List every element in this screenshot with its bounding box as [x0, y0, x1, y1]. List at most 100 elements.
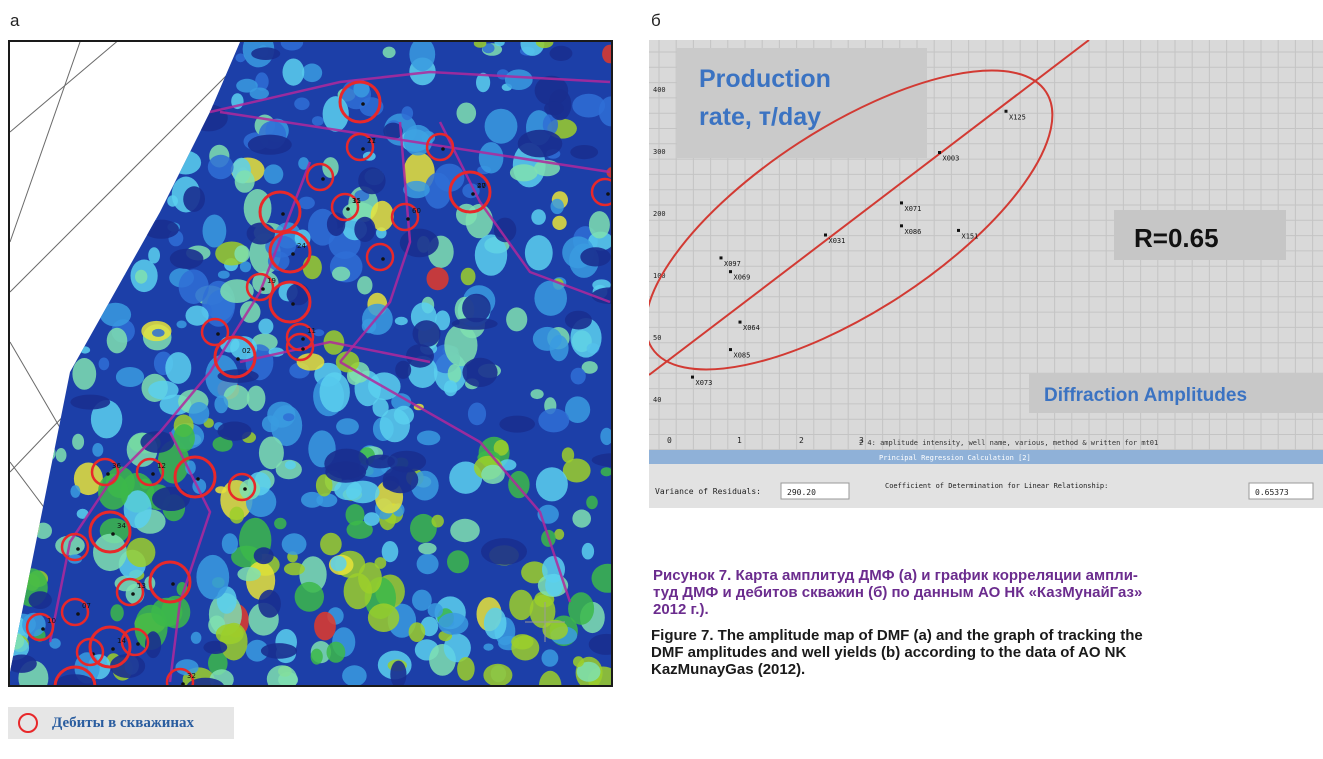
data-point-label: X151: [962, 232, 979, 240]
well-markers: 17 47 15 60 24 19 11 02 12 36 34 13 07 14 10 32 21 20 31: [25, 80, 611, 685]
well-circle: [365, 242, 395, 272]
legend-label: Дебиты в скважинах: [52, 714, 195, 731]
data-point-label: X069: [734, 274, 751, 282]
data-point: [938, 151, 941, 154]
well-circle: [120, 627, 150, 657]
well-circle: [115, 577, 145, 607]
data-point-label: X003: [943, 155, 960, 163]
amplitude-map: 17 47 15 60 24 19 11 02 12 36 34 13 07 14 10 32 21 20 31: [8, 40, 613, 687]
well-dot: [301, 337, 305, 341]
data-point: [729, 348, 732, 352]
data-point: [900, 224, 903, 228]
well-dot: [361, 102, 365, 106]
y-axis-ticks: 400 300 200 100 50 40: [653, 86, 666, 404]
data-point-label: X031: [829, 237, 846, 245]
well-circle: [213, 335, 257, 379]
well-circle: [338, 80, 382, 124]
data-point-label: X073: [696, 379, 713, 387]
correlation-graph: 400 300 200 100 50 40 0 1 2 3 Production rate, т…: [649, 40, 1323, 508]
well-label: 20: [477, 182, 486, 190]
legend: Дебиты в скважинах: [8, 707, 234, 739]
data-point: [691, 375, 694, 379]
well-dot: [471, 192, 475, 196]
well-label: 12: [157, 462, 166, 470]
well-circle: [305, 162, 335, 192]
data-points: X125 X003 X071 X086 X151 X031 X097 X069 X064 X085…: [691, 109, 1026, 387]
well-circle: [25, 612, 55, 642]
well-circle: [200, 317, 230, 347]
well-dot: [136, 642, 140, 646]
well-dot: [281, 212, 285, 216]
well-circle: [590, 177, 611, 207]
data-point: [719, 256, 723, 260]
data-point-label: X071: [905, 205, 922, 213]
well-circle: [60, 532, 90, 562]
well-label: 14: [117, 637, 126, 645]
well-label: 31: [352, 197, 361, 205]
well-circle: [425, 132, 455, 162]
well-label: 10: [47, 617, 56, 625]
data-point-label: X125: [1009, 113, 1026, 121]
well-circle: [268, 230, 312, 274]
well-dot: [171, 582, 175, 586]
confidence-ellipse: [649, 69, 1054, 371]
r-value-label: R=0.65: [1134, 223, 1219, 253]
well-dot: [111, 532, 115, 536]
well-circle: [165, 667, 195, 685]
r-value-box: [1114, 210, 1286, 260]
coefficient-value: 0.65373: [1255, 488, 1289, 497]
well-dot: [361, 147, 365, 151]
well-dot: [243, 487, 247, 491]
well-label: 60: [412, 207, 421, 215]
well-circle: [345, 132, 375, 162]
caption-english: Figure 7. The amplitude map of DMF (a) a…: [651, 627, 1143, 678]
x-axis-label: Diffraction Amplitudes: [1044, 385, 1247, 406]
panel-a-letter: а: [10, 11, 20, 30]
data-point: [824, 233, 827, 237]
data-point-label: X064: [743, 324, 760, 332]
regression-line: [649, 40, 1090, 376]
data-point-label: X086: [905, 228, 922, 236]
data-point-label: X097: [724, 260, 741, 268]
well-dot: [321, 177, 325, 181]
well-circle: [88, 625, 132, 669]
well-label: 07: [82, 602, 91, 610]
variance-label: Variance of Residuals:: [655, 487, 761, 496]
well-circle: [390, 202, 420, 232]
status-bar: [649, 450, 1323, 464]
panel-b-letter: б: [651, 11, 661, 30]
well-dot: [291, 252, 295, 256]
data-point: [729, 270, 732, 274]
x-tick-label: 1: [737, 436, 742, 445]
well-circle: [90, 457, 120, 487]
well-dot: [41, 627, 45, 631]
well-label: 36: [112, 462, 121, 470]
data-point: [1004, 109, 1008, 113]
well-circle: [53, 665, 97, 685]
well-dot: [181, 682, 185, 685]
well-label: 13: [137, 582, 146, 590]
well-circle-icon: [18, 713, 38, 733]
well-label: 32: [187, 672, 196, 680]
well-circle: [268, 280, 312, 324]
well-circle: [330, 192, 360, 222]
well-dot: [346, 207, 350, 211]
data-point-label: X085: [734, 352, 751, 360]
well-circle: [75, 637, 105, 667]
well-circle: [448, 170, 492, 214]
well-label: 02: [242, 347, 251, 355]
well-label: 19: [267, 277, 276, 285]
well-label: 24: [297, 242, 306, 250]
data-point: [738, 320, 742, 324]
well-circle: [173, 455, 217, 499]
well-dot: [291, 302, 295, 306]
y-tick-label: 200: [653, 210, 666, 218]
variance-field: [780, 482, 850, 500]
well-dot: [106, 472, 110, 476]
well-dot: [216, 332, 220, 336]
stats-panel: [649, 464, 1323, 508]
well-dot: [441, 147, 445, 151]
crosshair-icon: [525, 602, 565, 642]
x-tick-label: 2: [799, 436, 804, 445]
well-circle: [285, 332, 315, 362]
